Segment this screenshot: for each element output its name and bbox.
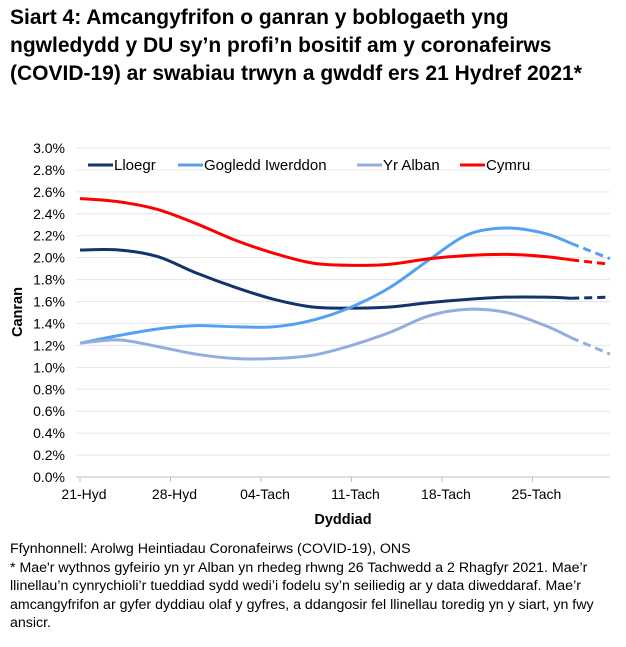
y-tick-label: 0.0% — [33, 469, 65, 485]
y-tick-label: 1.8% — [33, 272, 65, 288]
x-tick-label: 04-Tach — [240, 486, 290, 502]
series-line-cymru — [79, 196, 572, 267]
x-tick-label: 18-Tach — [421, 486, 471, 502]
y-tick-label: 1.4% — [33, 315, 65, 331]
y-tick-label: 1.0% — [33, 359, 65, 375]
x-tick-label: 11-Tach — [331, 486, 380, 502]
series-projection-lloegr — [571, 295, 611, 300]
source-note: Ffynhonnell: Arolwg Heintiadau Coronafei… — [10, 541, 411, 557]
y-tick-label: 2.8% — [33, 162, 65, 178]
y-tick-label: 0.6% — [33, 403, 65, 419]
x-axis-label: Dyddiad — [314, 512, 371, 528]
y-tick-label: 1.2% — [33, 337, 65, 353]
y-tick-label: 2.2% — [33, 228, 65, 244]
legend-label: Lloegr — [114, 157, 156, 174]
legend-label: Cymru — [486, 157, 530, 174]
series-line-lloegr — [79, 248, 572, 310]
y-tick-label: 2.4% — [33, 206, 65, 222]
legend-label: Gogledd Iwerddon — [204, 157, 327, 174]
y-axis-label: Canran — [10, 287, 26, 337]
series-line-yr-alban — [79, 307, 572, 361]
line-chart: 0.0% 0.2% 0.4% 0.6% 0.8% 1.0% 1.2% 1.4% 1.6% 1.8%… — [10, 140, 611, 528]
x-tick-label: 25-Tach — [512, 486, 562, 502]
series-projection-cymru — [571, 258, 611, 266]
series-line-gogledd-iwerddon — [79, 226, 572, 345]
x-tick-label: 21-Hyd — [61, 486, 106, 502]
legend-label: Yr Alban — [383, 157, 440, 174]
chart-title: Siart 4: Amcangyfrifon o ganran y boblog… — [10, 6, 582, 85]
y-tick-label: 0.8% — [33, 381, 65, 397]
y-tick-label: 0.2% — [33, 447, 65, 463]
y-tick-label: 0.4% — [33, 425, 65, 441]
footnote: * Mae'r wythnos gyfeirio yn yr Alban yn … — [10, 559, 594, 632]
series-projection-yr-alban — [570, 336, 611, 356]
y-tick-label: 1.6% — [33, 294, 65, 310]
y-tick-label: 2.0% — [33, 250, 65, 266]
series-projection-gogledd-iwerddon — [570, 242, 611, 261]
y-tick-label: 2.6% — [33, 184, 65, 200]
x-tick-label: 28-Hyd — [152, 486, 197, 502]
y-tick-label: 3.0% — [33, 140, 65, 156]
